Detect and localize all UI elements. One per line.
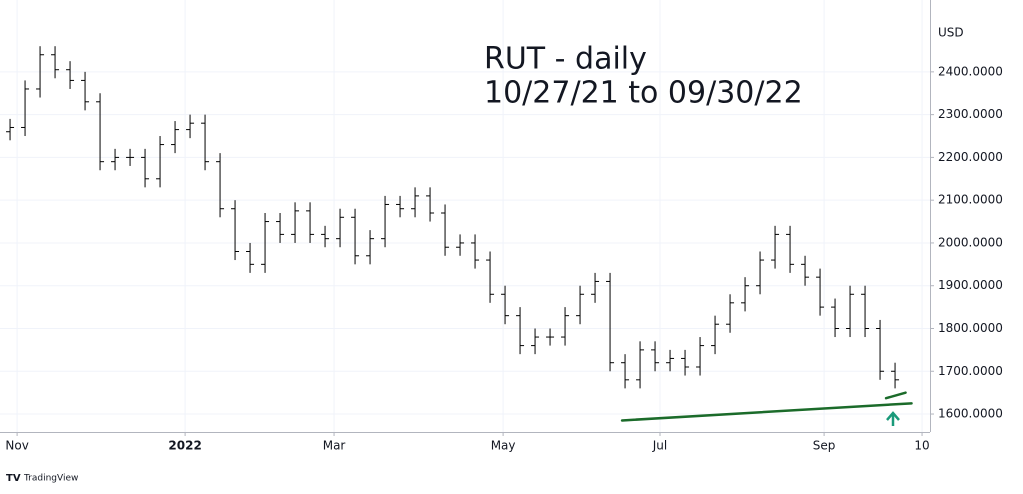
trendline [620,402,913,422]
x-tick-label: Mar [323,439,346,453]
arrow-annotation [886,411,900,426]
ohlc-bar [816,268,825,316]
ohlc-bar [321,225,330,248]
ohlc-bar [486,251,495,303]
ohlc-bar [291,202,300,243]
ohlc-bar [501,285,510,325]
ohlc-bar [246,242,255,273]
ohlc-bar [261,213,270,273]
brand-icon: TV [6,473,21,484]
x-tick-label: Jul [652,439,667,453]
ohlc-bar [231,200,240,261]
ohlc-bar [876,319,885,380]
y-tick-label: 2200.0000 [938,150,1003,164]
ohlc-bar [216,153,225,218]
ohlc-bar [306,202,315,243]
ohlc-bar [531,328,540,355]
ohlc-bar [846,285,855,338]
ohlc-bar [111,148,120,171]
chart-subtitle: 10/27/21 to 09/30/22 [484,76,803,111]
ohlc-bar [681,349,690,376]
ohlc-bar [426,187,435,222]
ohlc-bar [546,328,555,346]
ohlc-bar [786,225,795,273]
bars [6,46,900,389]
ohlc-bar [516,307,525,355]
ohlc-bar [591,272,600,303]
brand-name: TradingView [23,474,78,484]
ohlc-bar [801,255,810,286]
y-tick-label: 2100.0000 [938,193,1003,207]
x-tick-label: 2022 [168,439,201,453]
y-tick-label: 2300.0000 [938,107,1003,121]
ohlc-bar [606,272,615,372]
ohlc-bar [126,148,135,166]
ohlc-bar [756,251,765,295]
ohlc-bar [861,285,870,338]
ohlc-bar [186,114,195,139]
y-tick-label: 1600.0000 [938,407,1003,421]
y-tick-label: 1700.0000 [938,364,1003,378]
ohlc-bar [666,349,675,372]
ohlc-bar [636,341,645,389]
ohlc-bar [891,362,900,389]
ohlc-bar [6,118,15,141]
ohlc-bar [66,61,75,89]
trendline [884,391,907,400]
ohlc-bar [351,208,360,265]
ohlc-bar [156,136,165,188]
x-tick-label: May [491,439,516,453]
ohlc-bar [711,315,720,355]
ohlc-bar [621,354,630,389]
brand-logo: TV TradingView [6,473,78,484]
x-tick-label: Sep [813,439,836,453]
ohlc-bar [96,93,105,171]
ohlc-bar [21,80,30,137]
y-tick-label: 2400.0000 [938,64,1003,78]
ohlc-bar [651,341,660,372]
ohlc-bar [276,213,285,243]
arrow-head [886,411,900,421]
x-tick-label: Nov [5,439,28,453]
ohlc-bar [726,294,735,333]
ohlc-bar [456,234,465,256]
ohlc-bar [381,195,390,248]
ohlc-bar [171,121,180,154]
ohlc-bar [36,46,45,98]
y-tick-label: 2000.0000 [938,235,1003,249]
ohlc-bar [831,298,840,338]
ohlc-bar [471,234,480,269]
grid [0,0,930,432]
ohlc-bar [81,71,90,111]
ohlc-bar [561,307,570,346]
ohlc-bar [366,230,375,265]
chart-title: RUT - daily [484,42,647,77]
x-tick-label: 10 [914,439,929,453]
ohlc-bar [696,337,705,376]
ohlc-bar [201,114,210,171]
ohlc-bar [411,187,420,218]
y-axis-label: USD [938,26,964,40]
ohlc-bar [771,225,780,269]
y-tick-label: 1900.0000 [938,278,1003,292]
ohlc-bar [141,148,150,188]
ohlc-bar [741,277,750,312]
ohlc-bar [576,285,585,325]
ohlc-bar [51,46,60,79]
y-tick-label: 1800.0000 [938,321,1003,335]
ohlc-bar [336,208,345,248]
ohlc-bar [441,204,450,256]
ohlc-bar [396,195,405,218]
